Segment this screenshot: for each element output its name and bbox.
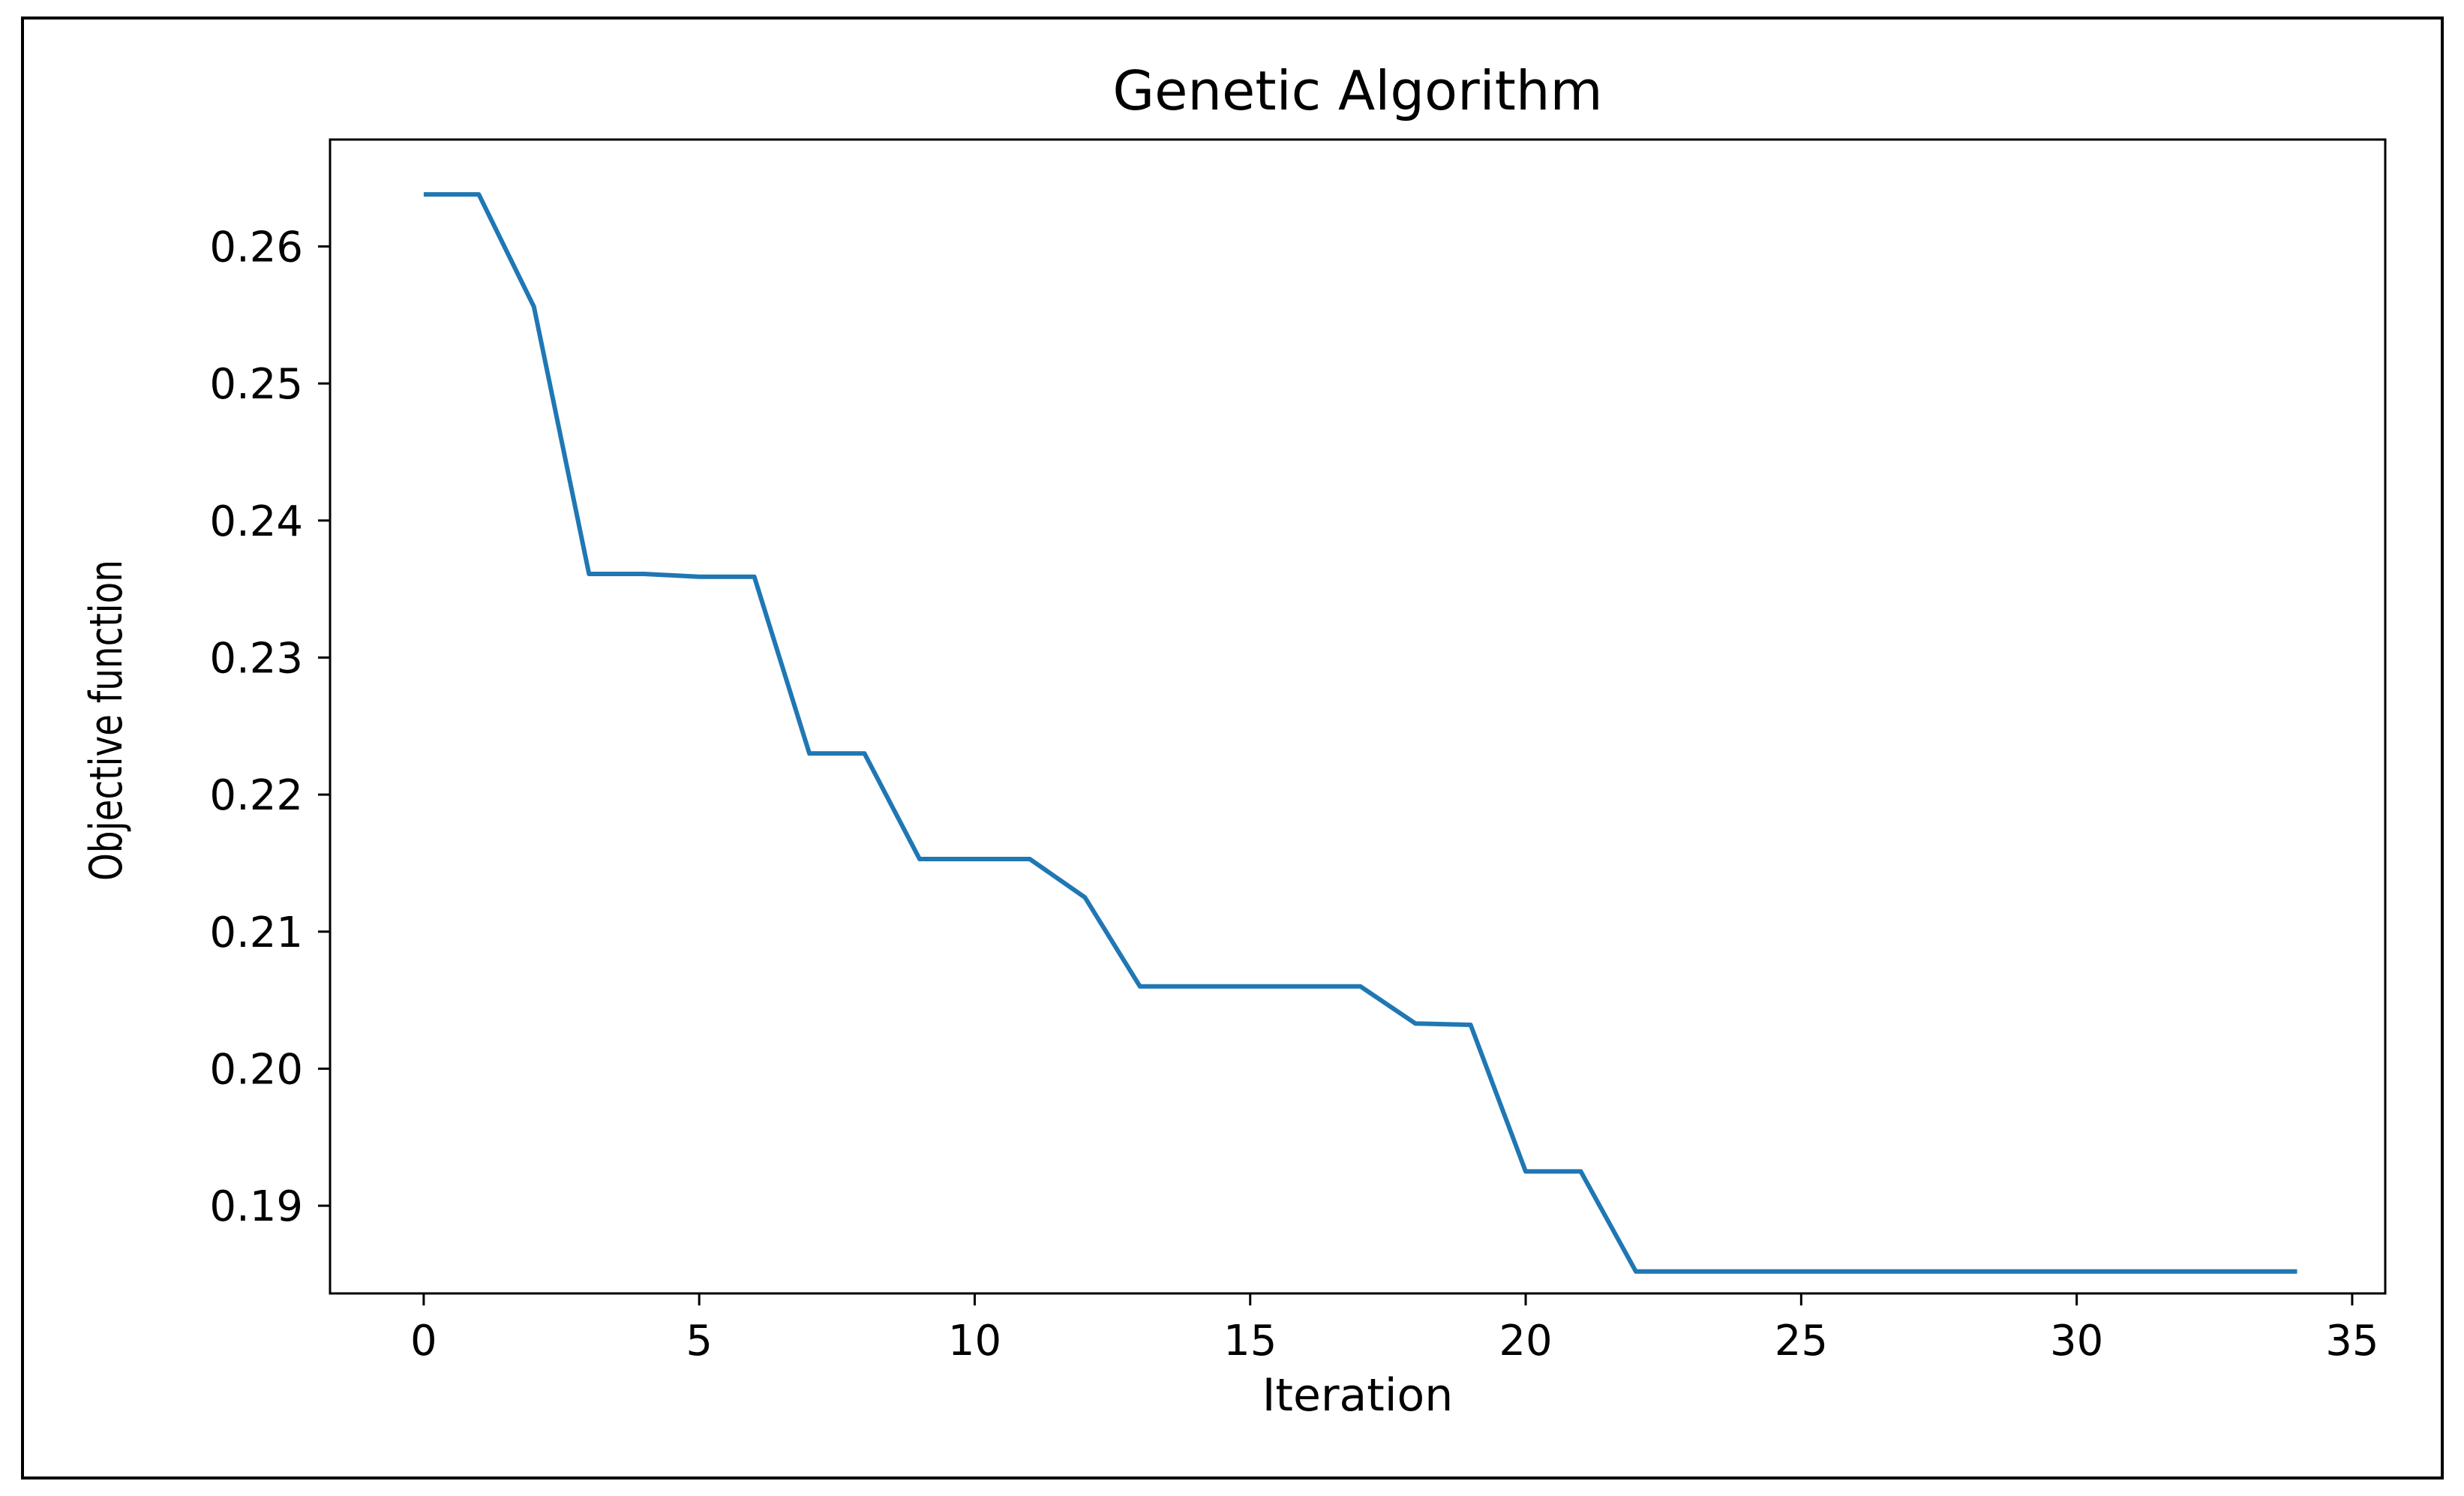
- y-tick-label: 0.24: [209, 497, 303, 546]
- x-tick-label: 25: [1775, 1317, 1828, 1365]
- y-tick-label: 0.21: [209, 909, 303, 957]
- series-line-0: [423, 192, 2297, 1274]
- y-tick-label: 0.26: [209, 223, 303, 272]
- chart-title: Genetic Algorithm: [1112, 59, 1602, 122]
- x-tick-label: 5: [686, 1317, 713, 1365]
- x-tick-label: 0: [410, 1317, 437, 1365]
- x-tick-label: 35: [2325, 1317, 2378, 1365]
- axes-frame: [329, 138, 2387, 1295]
- x-tick-label: 15: [1223, 1317, 1277, 1365]
- x-tick-label: 10: [948, 1317, 1001, 1365]
- y-tick-label: 0.25: [209, 360, 303, 409]
- y-axis-label: Objective function: [80, 560, 132, 881]
- figure-border: [21, 17, 2444, 1479]
- x-tick-label: 20: [1499, 1317, 1552, 1365]
- y-tick-label: 0.22: [209, 771, 303, 820]
- x-tick-label: 30: [2050, 1317, 2103, 1365]
- plot-area: 0 5 10 15 20 25 30 35 0.19 0.20 0.21 0.22 0.23 0.24 0.…: [209, 138, 2387, 1365]
- y-tick-label: 0.20: [209, 1045, 303, 1094]
- x-axis-label: Iteration: [1262, 1369, 1454, 1422]
- y-tick-label: 0.23: [209, 634, 303, 683]
- y-tick-label: 0.19: [209, 1182, 303, 1231]
